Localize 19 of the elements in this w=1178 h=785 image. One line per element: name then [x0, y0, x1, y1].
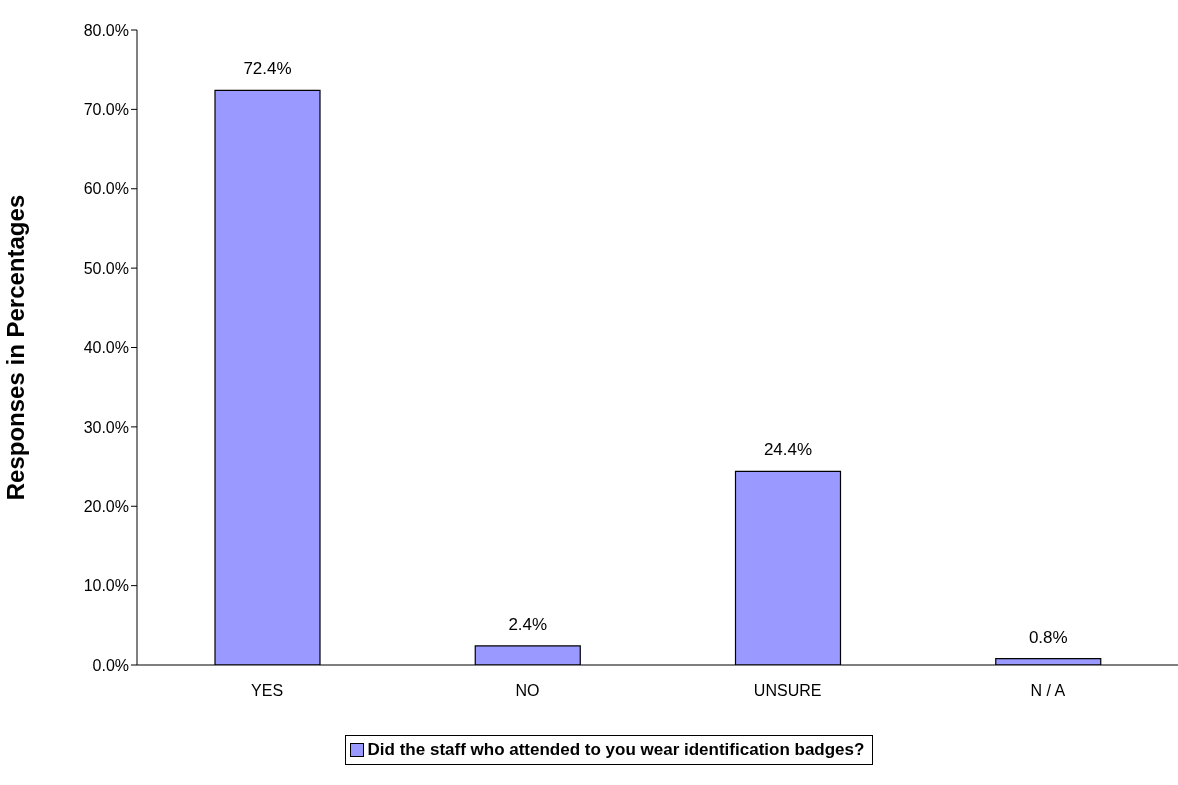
y-tick-label: 50.0%: [83, 259, 129, 277]
y-tick-label: 30.0%: [83, 418, 129, 436]
y-tick-label: 60.0%: [83, 180, 129, 198]
data-label: 24.4%: [763, 440, 813, 460]
y-tick-label: 40.0%: [83, 339, 129, 357]
legend-label: Did the staff who attended to you wear identification badges?: [367, 740, 865, 760]
y-tick-label: 70.0%: [83, 101, 129, 119]
data-label: 72.4%: [243, 59, 292, 79]
y-tick-label: 20.0%: [83, 497, 129, 515]
x-tick-label: N / A: [1030, 682, 1066, 700]
y-tick-label: 80.0%: [83, 21, 129, 39]
data-label: 2.4%: [508, 614, 548, 634]
x-tick-label: UNSURE: [753, 682, 822, 700]
y-tick-label: 0.0%: [92, 656, 129, 674]
y-tick-label: 10.0%: [83, 577, 129, 595]
data-label: 0.8%: [1028, 627, 1068, 647]
x-tick-label: YES: [251, 682, 284, 700]
y-axis-title: Responses in Percentages: [1, 194, 29, 501]
x-tick-label: NO: [515, 682, 540, 700]
